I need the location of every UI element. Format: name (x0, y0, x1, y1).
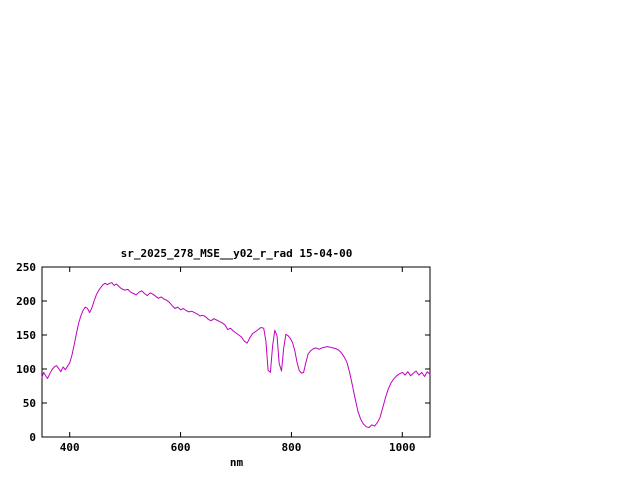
y-tick-label: 100 (16, 363, 36, 376)
chart-title: sr_2025_278_MSE__y02_r_rad 15-04-00 (120, 247, 353, 260)
x-tick-label: 400 (60, 441, 80, 454)
x-axis-label: nm (229, 456, 244, 469)
x-tick-label: 800 (281, 441, 301, 454)
x-tick-label: 1000 (389, 441, 416, 454)
y-tick-label: 0 (29, 431, 36, 444)
y-tick-label: 200 (16, 295, 36, 308)
series-line (41, 282, 431, 428)
x-tick-label: 600 (171, 441, 191, 454)
plot-area: 400 600 800 1000 0 50 100 150 200 250 (16, 261, 431, 454)
y-tick-label: 250 (16, 261, 36, 274)
y-tick-label: 150 (16, 329, 36, 342)
y-tick-label: 50 (23, 397, 36, 410)
plot-border (41, 266, 431, 438)
